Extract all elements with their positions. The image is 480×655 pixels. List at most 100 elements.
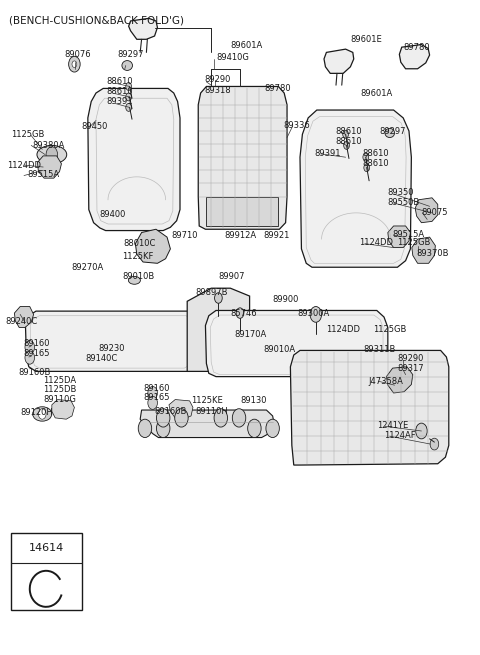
Text: 89170A: 89170A [234,329,266,339]
Circle shape [215,293,222,303]
Text: 1125KF: 1125KF [122,252,154,261]
Circle shape [69,56,80,72]
Text: 89240C: 89240C [6,317,38,326]
Text: 88610: 88610 [335,126,361,136]
Circle shape [156,419,170,438]
Text: 1124DD: 1124DD [7,160,41,170]
Text: 88610: 88610 [107,77,133,86]
Polygon shape [205,310,388,377]
Circle shape [175,409,188,427]
Text: 1125DB: 1125DB [43,385,77,394]
Text: 1124DD: 1124DD [326,325,360,334]
Text: 89780: 89780 [403,43,430,52]
Polygon shape [37,156,61,178]
Circle shape [72,61,77,67]
Text: 89907: 89907 [218,272,245,281]
Text: 89780: 89780 [264,84,290,93]
Bar [11,533,82,610]
Circle shape [364,164,370,172]
Text: 89380A: 89380A [33,141,65,150]
Text: 88610: 88610 [107,87,133,96]
Circle shape [363,153,369,161]
Text: 1125GB: 1125GB [397,238,431,247]
Text: 89160: 89160 [143,384,169,393]
Text: 89350: 89350 [388,188,414,197]
Ellipse shape [385,128,395,138]
Text: (BENCH-CUSHION&BACK FOLD'G): (BENCH-CUSHION&BACK FOLD'G) [9,16,184,26]
Text: J47358A: J47358A [369,377,404,386]
Polygon shape [52,400,74,419]
Text: 89010B: 89010B [122,272,155,281]
Polygon shape [140,410,275,438]
Text: 89160B: 89160B [155,407,187,416]
Text: 89550B: 89550B [388,198,420,207]
Text: 89515A: 89515A [27,170,60,179]
Circle shape [148,396,157,409]
Polygon shape [324,49,354,73]
Circle shape [310,307,322,322]
Polygon shape [129,18,157,39]
Text: 1125GB: 1125GB [11,130,45,140]
Polygon shape [388,226,410,248]
Text: 89311B: 89311B [364,345,396,354]
Text: 88610: 88610 [362,159,389,168]
Text: 89900: 89900 [273,295,299,304]
Text: 89297: 89297 [118,50,144,59]
Text: 1124DD: 1124DD [359,238,393,247]
Text: 89318: 89318 [204,86,230,95]
Text: 1125DA: 1125DA [43,376,76,385]
Circle shape [343,130,348,138]
Text: 89391: 89391 [107,97,133,106]
Text: 89110H: 89110H [196,407,228,416]
Text: 1124AF: 1124AF [384,431,416,440]
Text: 89290: 89290 [204,75,230,84]
Text: 89410G: 89410G [216,53,249,62]
Circle shape [236,308,244,318]
Text: 89165: 89165 [23,348,49,358]
Text: 89230: 89230 [98,344,125,353]
Text: 89140C: 89140C [85,354,118,364]
Text: 89300A: 89300A [298,309,330,318]
Text: 89912A: 89912A [225,231,257,240]
Text: 1125GB: 1125GB [373,325,407,334]
Circle shape [126,83,132,90]
Polygon shape [198,86,287,229]
Text: 89450: 89450 [82,122,108,131]
Text: 89391: 89391 [314,149,341,158]
Text: 1125KE: 1125KE [191,396,223,405]
Text: 89297: 89297 [379,126,406,136]
Ellipse shape [129,276,140,284]
Text: 89601E: 89601E [350,35,382,44]
Polygon shape [415,198,438,223]
Text: 89400: 89400 [100,210,126,219]
Polygon shape [187,288,250,371]
Text: 89165: 89165 [143,393,169,402]
Polygon shape [300,110,411,267]
Circle shape [126,103,132,111]
Polygon shape [169,400,193,419]
Circle shape [25,341,35,354]
Text: 14614: 14614 [28,543,64,553]
Text: 89160: 89160 [23,339,49,348]
Text: 1241YE: 1241YE [377,421,408,430]
Text: 89710: 89710 [172,231,198,240]
Polygon shape [14,307,34,328]
Polygon shape [290,350,449,465]
Text: 89897B: 89897B [196,288,228,297]
Polygon shape [88,88,180,231]
Text: 89601A: 89601A [360,88,392,98]
Circle shape [38,409,46,419]
Ellipse shape [33,407,52,421]
Circle shape [344,141,349,149]
Circle shape [248,419,261,438]
Text: 89110G: 89110G [43,395,76,404]
Polygon shape [386,367,413,393]
Text: 89076: 89076 [65,50,91,59]
Text: 88010C: 88010C [124,239,156,248]
Text: 89515A: 89515A [393,230,425,239]
Ellipse shape [122,61,132,71]
Text: 89921: 89921 [263,231,289,240]
Circle shape [232,409,246,427]
Text: 85746: 85746 [230,309,257,318]
Text: 89130: 89130 [240,396,266,405]
